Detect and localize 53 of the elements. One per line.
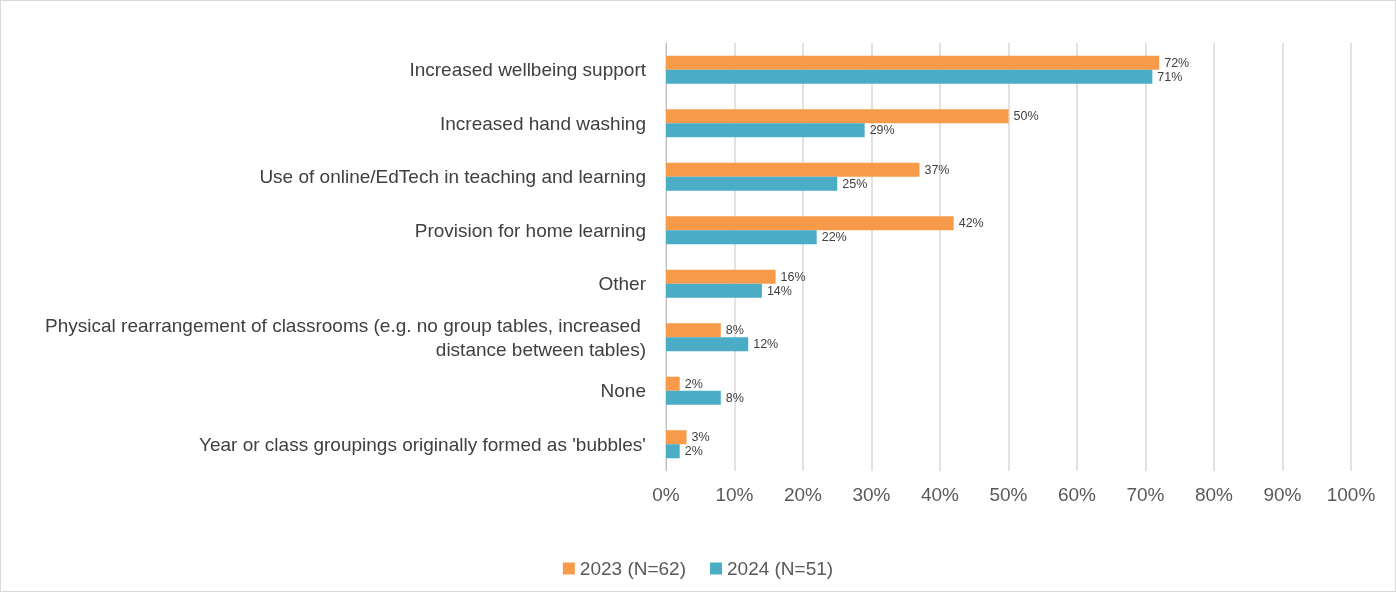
bar bbox=[666, 323, 721, 338]
data-label: 2% bbox=[684, 376, 703, 391]
data-label: 8% bbox=[725, 390, 744, 405]
y-tick-label: Increased wellbeing support bbox=[409, 59, 647, 81]
y-tick-label: Increased hand washing bbox=[440, 112, 646, 134]
x-tick-label: 40% bbox=[920, 484, 960, 505]
data-label: 12% bbox=[753, 337, 779, 352]
bar bbox=[666, 283, 762, 298]
bar bbox=[666, 216, 954, 231]
y-tick-label: Use of online/EdTech in teaching and learning bbox=[259, 166, 646, 188]
data-label: 8% bbox=[725, 323, 744, 338]
y-tick-label: Physical rearrangement of classrooms (e.g. no group tables, increased distance between tables) bbox=[45, 314, 646, 360]
data-label: 42% bbox=[958, 216, 984, 231]
bar bbox=[666, 69, 1153, 84]
x-tick-label: 100% bbox=[1326, 484, 1376, 505]
y-tick-label: Year or class groupings originally formed as 'bubbles' bbox=[199, 433, 646, 455]
bar bbox=[666, 162, 920, 177]
x-tick-label: 20% bbox=[783, 484, 823, 505]
data-label: 37% bbox=[924, 162, 950, 177]
bar bbox=[666, 176, 838, 191]
x-tick-label: 70% bbox=[1126, 484, 1165, 505]
x-tick-label: 60% bbox=[1057, 484, 1097, 505]
x-tick-label: 10% bbox=[715, 484, 754, 505]
x-tick-label: 90% bbox=[1263, 484, 1302, 505]
data-label: 3% bbox=[691, 430, 710, 445]
bar bbox=[666, 430, 687, 445]
x-tick-label: 80% bbox=[1194, 484, 1234, 505]
data-label: 50% bbox=[1013, 109, 1039, 124]
bar bbox=[666, 444, 680, 459]
data-label: 71% bbox=[1157, 69, 1183, 84]
bar bbox=[666, 390, 721, 405]
data-label: 2% bbox=[684, 444, 703, 459]
legend-label: 2023 (N=62) bbox=[579, 558, 686, 579]
data-label: 14% bbox=[766, 283, 792, 298]
bar bbox=[666, 337, 749, 352]
data-label: 72% bbox=[1164, 55, 1190, 70]
data-label: 16% bbox=[780, 269, 806, 284]
data-label: 22% bbox=[821, 230, 847, 245]
y-tick-label: Provision for home learning bbox=[414, 219, 646, 241]
x-tick-label: 0% bbox=[652, 484, 680, 505]
bar bbox=[666, 123, 865, 138]
data-label: 25% bbox=[842, 176, 868, 191]
y-tick-label: None bbox=[600, 380, 646, 402]
legend-label: 2024 (N=51) bbox=[727, 558, 834, 579]
bar bbox=[666, 109, 1009, 124]
bar bbox=[666, 230, 817, 245]
x-tick-label: 50% bbox=[989, 484, 1028, 505]
data-label: 29% bbox=[869, 123, 895, 138]
x-tick-label: 30% bbox=[852, 484, 891, 505]
y-tick-label: Other bbox=[598, 273, 647, 295]
bar bbox=[666, 269, 776, 284]
bar bbox=[666, 55, 1160, 70]
bar bbox=[666, 376, 680, 391]
